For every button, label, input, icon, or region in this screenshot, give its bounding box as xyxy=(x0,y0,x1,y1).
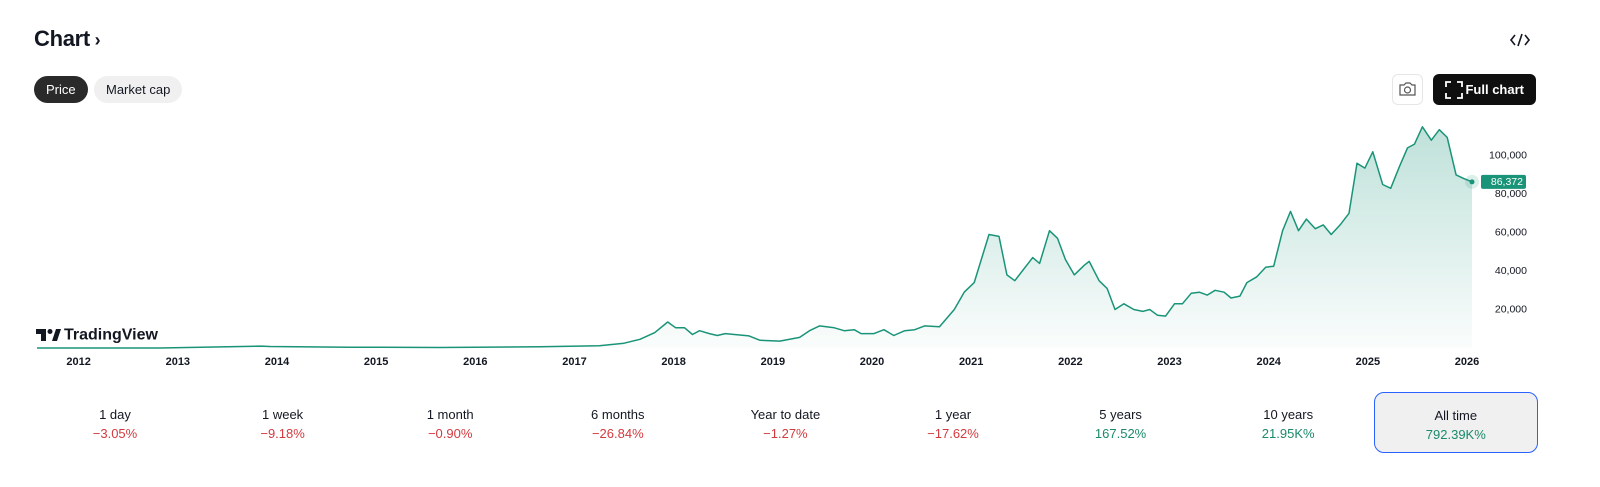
tradingview-logo: TradingView xyxy=(36,327,159,344)
x-tick-label: 2013 xyxy=(166,356,190,368)
price-line xyxy=(37,126,1473,349)
price-tag xyxy=(1481,174,1526,189)
period-button[interactable]: 1 year −17.62% xyxy=(871,392,1035,453)
period-change: −1.27% xyxy=(763,426,808,441)
period-label: All time xyxy=(1434,408,1478,423)
period-button[interactable]: 1 week −9.18% xyxy=(201,392,365,453)
period-change: 792.39K% xyxy=(1425,427,1486,442)
x-tick-label: 2014 xyxy=(265,356,290,368)
title-text: Chart xyxy=(34,26,90,51)
full-chart-button[interactable]: Full chart xyxy=(1433,74,1536,105)
x-tick-label: 2023 xyxy=(1157,356,1181,368)
x-tick-label: 2012 xyxy=(66,356,90,368)
period-label: 1 day xyxy=(99,407,131,422)
tab[interactable]: Price xyxy=(34,76,88,103)
period-change: −17.62% xyxy=(927,426,979,441)
period-label: 1 year xyxy=(934,407,972,422)
x-tick-label: 2019 xyxy=(761,356,785,368)
x-tick-label: 2015 xyxy=(364,356,388,368)
x-tick-label: 2020 xyxy=(860,356,884,368)
x-tick-label: 2022 xyxy=(1058,356,1082,368)
last-point xyxy=(1469,179,1475,185)
period-button[interactable]: All time 792.39K% xyxy=(1373,392,1538,453)
y-tick-label: 80,000 xyxy=(1495,188,1527,200)
period-change: 21.95K% xyxy=(1261,426,1315,441)
period-change: 167.52% xyxy=(1094,426,1147,441)
period-label: 6 months xyxy=(591,407,645,422)
y-tick-label: 100,000 xyxy=(1489,149,1527,161)
watermark: TradingView xyxy=(64,327,159,344)
period-button[interactable]: 1 month −0.90% xyxy=(368,392,532,453)
period-change: −26.84% xyxy=(591,426,644,441)
x-tick-label: 2026 xyxy=(1455,356,1479,368)
period-button[interactable]: 6 months −26.84% xyxy=(536,392,700,453)
title[interactable]: Chart › xyxy=(34,26,101,51)
y-tick-label: 40,000 xyxy=(1495,265,1527,277)
y-tick-label: 60,000 xyxy=(1495,226,1527,238)
tab[interactable]: Market cap xyxy=(94,76,183,103)
period-button[interactable]: 10 years 21.95K% xyxy=(1206,392,1370,453)
period-change: −0.90% xyxy=(427,426,473,441)
snapshot-button[interactable] xyxy=(1392,74,1423,105)
period-label: Year to date xyxy=(750,407,821,422)
x-tick-label: 2024 xyxy=(1256,356,1281,368)
x-tick-label: 2021 xyxy=(959,356,983,368)
period-button[interactable]: Year to date −1.27% xyxy=(703,392,867,453)
x-tick-label: 2018 xyxy=(661,356,685,368)
full-chart-label: Full chart xyxy=(1465,82,1524,97)
price-tag-label: 86,372 xyxy=(1491,176,1523,188)
period-label: 5 years xyxy=(1099,407,1142,422)
embed-icon[interactable] xyxy=(1508,30,1532,50)
period-button[interactable]: 1 day −3.05% xyxy=(33,392,197,453)
x-tick-label: 2025 xyxy=(1356,356,1380,368)
area xyxy=(37,126,1472,348)
period-change: −3.05% xyxy=(92,426,138,441)
y-tick-label: 20,000 xyxy=(1495,303,1527,315)
period-label: 10 years xyxy=(1263,407,1314,422)
x-tick-label: 2016 xyxy=(463,356,487,368)
x-tick-label: 2017 xyxy=(562,356,586,368)
period-button[interactable]: 5 years 167.52% xyxy=(1039,392,1203,453)
period-label: 1 week xyxy=(261,407,304,422)
period-change: −9.18% xyxy=(260,426,305,441)
period-label: 1 month xyxy=(426,407,474,422)
